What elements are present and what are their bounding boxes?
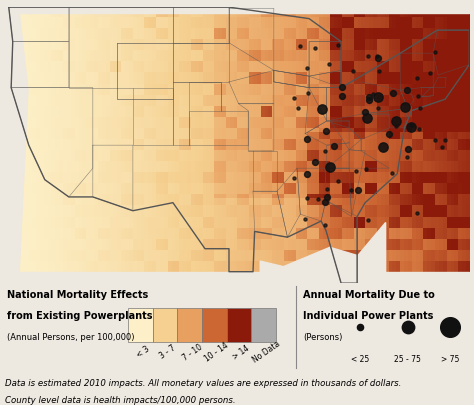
Text: > 14: > 14 xyxy=(231,343,252,360)
Point xyxy=(403,155,411,161)
Point xyxy=(404,146,412,153)
Point xyxy=(414,93,422,100)
Point xyxy=(416,127,423,133)
Point xyxy=(362,166,370,173)
Text: < 3: < 3 xyxy=(135,344,151,359)
Point xyxy=(407,122,415,129)
Point xyxy=(380,145,387,151)
Point xyxy=(349,68,357,75)
Bar xyxy=(227,308,251,342)
Point xyxy=(311,46,319,52)
Text: 7 - 10: 7 - 10 xyxy=(181,341,204,362)
Point xyxy=(403,87,411,94)
Point xyxy=(319,107,326,113)
Text: No Data: No Data xyxy=(251,339,282,364)
Point xyxy=(388,170,395,177)
Point xyxy=(294,105,301,112)
Point xyxy=(416,106,423,113)
Point xyxy=(374,105,382,111)
Polygon shape xyxy=(5,8,28,284)
Point xyxy=(413,75,420,82)
Point xyxy=(330,143,338,150)
Point xyxy=(427,70,434,77)
Point xyxy=(315,196,322,203)
Point xyxy=(303,66,311,72)
Point xyxy=(352,168,360,175)
Point xyxy=(438,144,446,151)
Point xyxy=(374,95,382,102)
Bar xyxy=(202,308,227,342)
Bar xyxy=(177,308,202,342)
Point xyxy=(431,49,439,56)
Text: (Persons): (Persons) xyxy=(303,332,343,341)
Point xyxy=(290,176,298,182)
Point xyxy=(296,44,304,50)
Text: (Annual Persons, per 100,000): (Annual Persons, per 100,000) xyxy=(7,332,135,341)
Point xyxy=(338,85,346,91)
Point xyxy=(374,53,381,60)
Text: from Existing Powerplants: from Existing Powerplants xyxy=(7,310,153,320)
Point xyxy=(356,324,364,330)
Point xyxy=(323,195,330,201)
Point xyxy=(361,110,368,116)
Text: 10 - 14: 10 - 14 xyxy=(203,340,230,363)
Point xyxy=(441,138,448,144)
Point xyxy=(364,217,371,224)
Bar xyxy=(128,308,153,342)
Point xyxy=(303,195,311,202)
Point xyxy=(303,137,311,143)
Point xyxy=(322,129,329,135)
Point xyxy=(392,118,400,125)
Point xyxy=(326,165,334,171)
Point xyxy=(338,94,346,100)
Point xyxy=(334,42,341,49)
Point xyxy=(321,199,329,206)
Text: Data is estimated 2010 impacts. All monetary values are expressed in thousands o: Data is estimated 2010 impacts. All mone… xyxy=(5,378,401,387)
Bar xyxy=(153,308,177,342)
Point xyxy=(408,124,415,131)
Point xyxy=(321,222,329,229)
Point xyxy=(431,137,439,144)
Bar xyxy=(251,308,276,342)
Text: 3 - 7: 3 - 7 xyxy=(158,343,177,360)
Point xyxy=(312,159,319,166)
Point xyxy=(401,104,409,111)
Point xyxy=(404,324,411,330)
Point xyxy=(363,116,371,122)
Point xyxy=(369,91,377,98)
Point xyxy=(365,98,373,104)
Polygon shape xyxy=(260,223,386,284)
Point xyxy=(304,91,311,97)
Point xyxy=(290,95,298,102)
Point xyxy=(301,216,309,222)
Point xyxy=(365,94,373,101)
Point xyxy=(354,187,361,194)
Text: > 75: > 75 xyxy=(441,354,459,363)
Point xyxy=(414,210,421,217)
Point xyxy=(321,148,329,155)
Point xyxy=(385,132,393,138)
Point xyxy=(325,62,333,68)
Point xyxy=(323,187,330,193)
Text: Individual Power Plants: Individual Power Plants xyxy=(303,310,434,320)
Point xyxy=(304,171,311,178)
Point xyxy=(376,69,383,75)
Text: < 25: < 25 xyxy=(351,354,369,363)
Text: Annual Mortality Due to: Annual Mortality Due to xyxy=(303,290,435,300)
Text: National Mortality Effects: National Mortality Effects xyxy=(7,290,148,300)
Text: 25 - 75: 25 - 75 xyxy=(394,354,421,363)
Point xyxy=(365,54,372,60)
Text: County level data is health impacts/100,000 persons.: County level data is health impacts/100,… xyxy=(5,395,236,404)
Point xyxy=(374,55,382,62)
Point xyxy=(447,324,454,330)
Point xyxy=(392,124,400,130)
Point xyxy=(347,187,355,194)
Point xyxy=(335,178,342,184)
Point xyxy=(389,91,397,97)
